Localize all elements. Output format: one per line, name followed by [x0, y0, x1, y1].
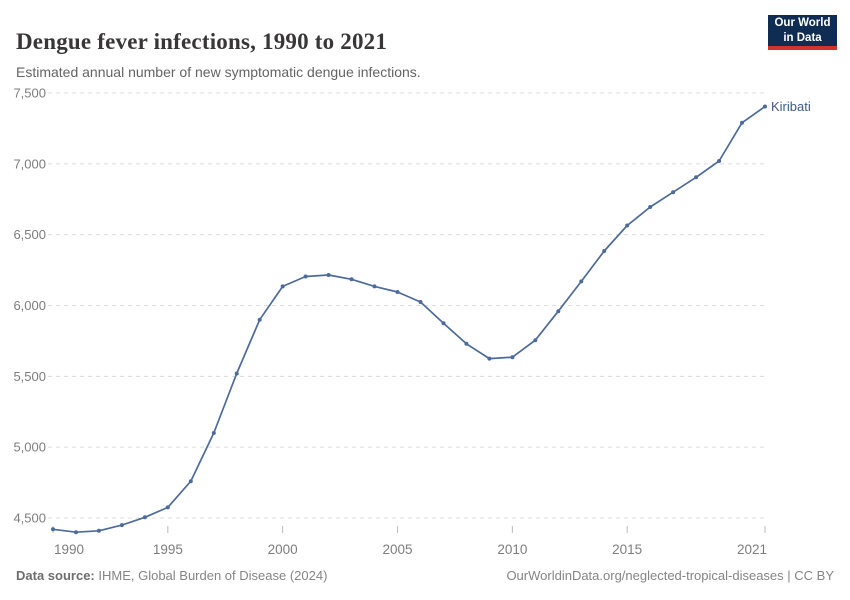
x-axis-tick-label: 2010 — [497, 542, 527, 557]
data-point — [671, 190, 676, 195]
owid-logo: Our World in Data — [768, 15, 837, 50]
series-entity-label: Kiribati — [771, 99, 811, 114]
y-axis-tick-label: 7,000 — [13, 156, 46, 171]
data-source-label: Data source: — [16, 568, 95, 583]
data-point — [464, 341, 469, 346]
x-axis-tick-label: 2021 — [737, 542, 767, 557]
y-axis-tick-label: 6,000 — [13, 298, 46, 313]
data-point — [349, 277, 354, 282]
data-point — [510, 355, 515, 360]
data-point — [142, 515, 147, 520]
x-axis-tick-label: 2005 — [382, 542, 412, 557]
data-point — [648, 205, 653, 209]
data-source-note: Data source: IHME, Global Burden of Dise… — [16, 568, 327, 583]
data-point — [763, 104, 767, 109]
chart-subtitle: Estimated annual number of new symptomat… — [16, 64, 421, 80]
data-point — [602, 249, 607, 253]
y-axis-tick-label: 5,500 — [13, 369, 46, 384]
data-point — [51, 527, 55, 532]
data-point — [119, 523, 124, 528]
y-axis-tick-label: 6,500 — [13, 227, 46, 242]
data-point — [395, 290, 400, 294]
data-point — [740, 120, 744, 125]
data-point — [326, 273, 331, 277]
x-axis-tick-label: 2015 — [612, 542, 642, 557]
chart-title: Dengue fever infections, 1990 to 2021 — [16, 29, 388, 55]
y-axis-tick-label: 4,500 — [13, 511, 46, 526]
y-axis-tick-label: 7,500 — [13, 86, 46, 101]
data-point — [188, 479, 193, 484]
data-source-text: IHME, Global Burden of Disease (2024) — [94, 568, 328, 583]
data-point — [579, 279, 584, 284]
data-point — [418, 300, 423, 304]
data-point — [303, 274, 308, 279]
y-axis-tick-label: 5,000 — [13, 440, 46, 455]
data-point — [717, 159, 722, 163]
owid-logo-line2: in Data — [783, 31, 822, 44]
series-group-kiribati — [51, 104, 767, 535]
data-point — [280, 284, 285, 289]
data-point — [165, 505, 170, 510]
data-point — [74, 530, 78, 535]
series-line-kiribati[interactable] — [52, 105, 766, 534]
data-point — [372, 284, 377, 289]
attribution-url: OurWorldinData.org/neglected-tropical-di… — [506, 568, 834, 583]
data-point — [96, 528, 101, 533]
data-point — [556, 309, 561, 314]
x-axis-tick-label: 2000 — [268, 542, 298, 557]
chart-footer: Data source: IHME, Global Burden of Dise… — [16, 568, 834, 583]
x-axis-tick-label: 1995 — [153, 542, 183, 557]
data-point — [441, 321, 446, 326]
data-point — [257, 317, 262, 322]
x-axis-tick-label: 1990 — [54, 542, 84, 557]
data-point — [234, 371, 239, 376]
data-point — [533, 338, 538, 343]
data-point — [211, 431, 216, 435]
data-point — [487, 356, 492, 361]
owid-logo-line1: Our World — [774, 17, 831, 30]
data-point — [694, 175, 699, 180]
data-point — [625, 223, 630, 228]
